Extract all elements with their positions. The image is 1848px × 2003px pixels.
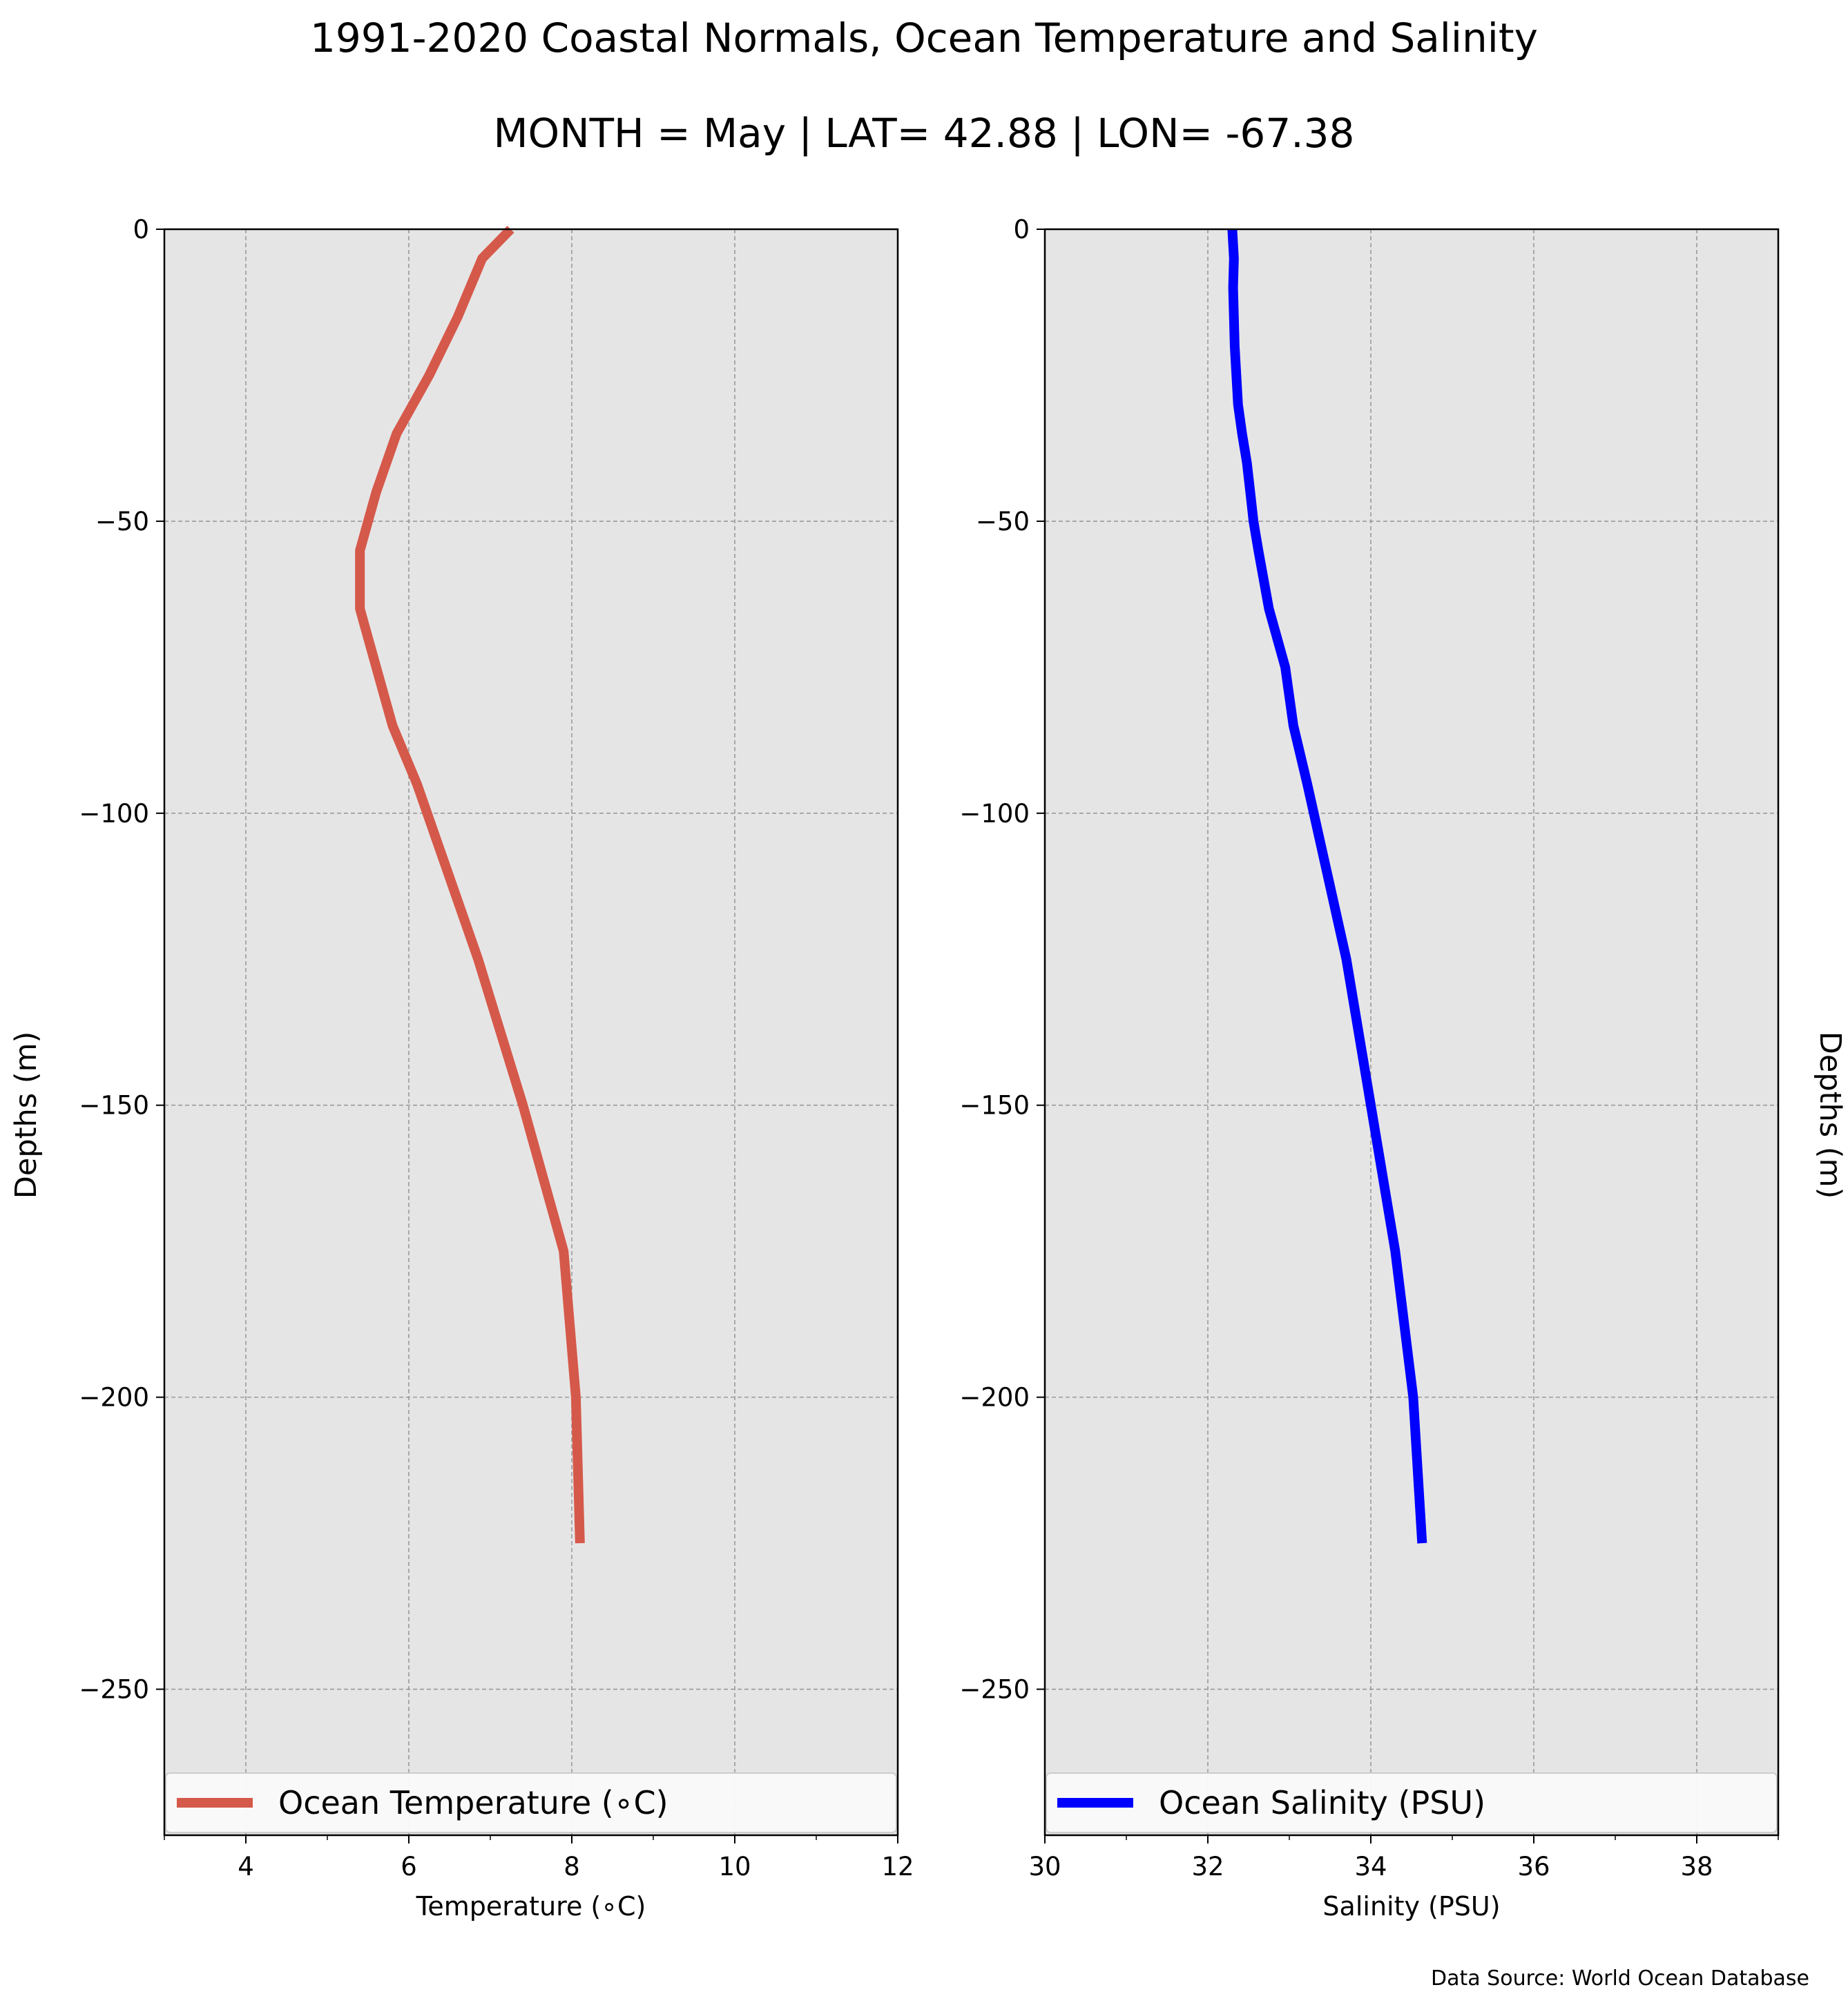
salinity-x-tick-label: 32: [1191, 1852, 1224, 1881]
salinity-y-tick-label: −250: [959, 1675, 1030, 1705]
temperature-x-axis-label: Temperature (∘C): [416, 1891, 646, 1922]
salinity-y-axis-label: Depths (m): [1813, 1032, 1847, 1199]
temperature-y-ticks: 0 −50 −100 −150 −200 −250: [79, 215, 164, 1705]
temperature-y-tick-label: −100: [79, 799, 149, 829]
salinity-plot-area: [1045, 229, 1778, 1835]
salinity-x-tick-label: 38: [1680, 1852, 1713, 1881]
temperature-x-tick-label: 6: [401, 1852, 417, 1881]
salinity-y-tick-label: −150: [959, 1091, 1030, 1121]
salinity-panel: Ocean Salinity (PSU) 30 32 34 36 38 0 −50 −100…: [959, 215, 1847, 1922]
salinity-y-tick-label: −200: [959, 1383, 1030, 1413]
temperature-panel: Ocean Temperature (∘C) 4 6 8 10 12 0 −50 −100 −…: [9, 215, 914, 1922]
salinity-line: [1227, 229, 1427, 1544]
salinity-y-tick-label: −50: [976, 507, 1030, 536]
salinity-y-ticks: 0 −50 −100 −150 −200 −250: [959, 215, 1045, 1705]
salinity-y-tick-label: −100: [959, 799, 1030, 829]
salinity-y-tick-label: 0: [1013, 215, 1030, 244]
temperature-y-tick-label: 0: [133, 215, 149, 244]
temperature-y-axis-label: Depths (m): [9, 1032, 44, 1199]
salinity-series: [1227, 229, 1427, 1544]
temperature-grid: [164, 229, 898, 1835]
temperature-y-tick-label: −250: [79, 1675, 149, 1705]
temperature-y-tick-label: −200: [79, 1383, 149, 1413]
temperature-x-tick-label: 4: [238, 1852, 254, 1881]
temperature-y-tick-label: −150: [79, 1091, 149, 1121]
temperature-axes-frame: [163, 228, 899, 1837]
salinity-legend[interactable]: Ocean Salinity (PSU): [1046, 1772, 1778, 1833]
temperature-legend-label: Ocean Temperature (∘C): [278, 1784, 668, 1821]
temperature-x-tick-label: 8: [564, 1852, 580, 1881]
temperature-x-tick-label: 12: [881, 1852, 914, 1881]
data-source-note: Data Source: World Ocean Database: [1431, 1966, 1809, 1991]
chart-subtitle: MONTH = May | LAT= 42.88 | LON= -67.38: [494, 110, 1355, 157]
temperature-y-tick-label: −50: [95, 507, 149, 536]
salinity-x-axis-label: Salinity (PSU): [1322, 1891, 1500, 1922]
salinity-x-ticks: 30 32 34 36 38: [1028, 1835, 1779, 1881]
salinity-axes-frame: [1043, 228, 1780, 1837]
temperature-x-tick-label: 10: [718, 1852, 751, 1881]
temperature-x-ticks: 4 6 8 10 12: [164, 1835, 914, 1881]
salinity-x-tick-label: 36: [1517, 1852, 1550, 1881]
chart-title: 1991-2020 Coastal Normals, Ocean Tempera…: [310, 14, 1538, 61]
salinity-legend-label: Ocean Salinity (PSU): [1159, 1784, 1485, 1821]
salinity-legend-box: [1046, 1772, 1778, 1833]
temperature-legend[interactable]: Ocean Temperature (∘C): [165, 1772, 897, 1833]
temperature-series: [355, 226, 585, 1544]
salinity-x-tick-label: 30: [1028, 1852, 1061, 1881]
temperature-legend-box: [165, 1772, 897, 1833]
salinity-x-tick-label: 34: [1354, 1852, 1387, 1881]
temperature-line: [355, 226, 585, 1544]
temperature-plot-area: [164, 229, 898, 1835]
